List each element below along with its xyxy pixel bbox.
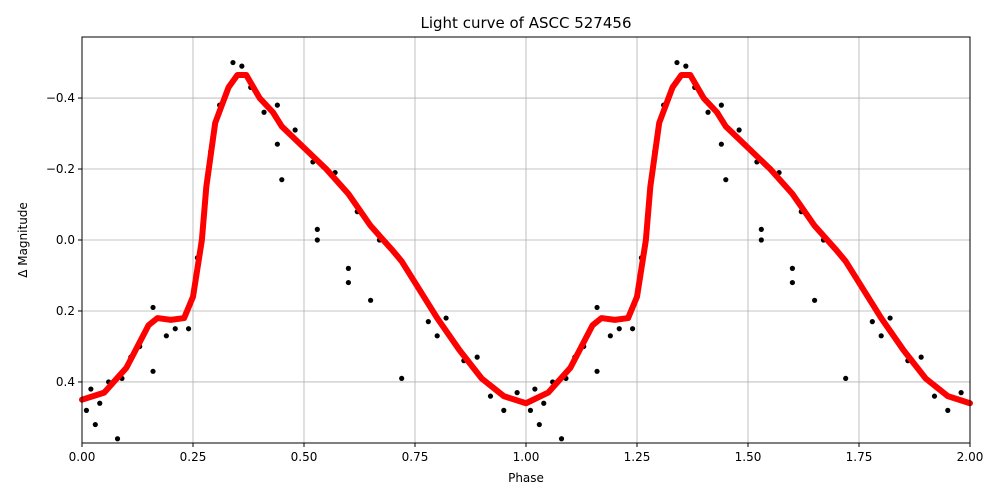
data-point: [83, 407, 90, 413]
data-point: [368, 297, 374, 303]
data-point: [150, 368, 156, 374]
x-tick-label: 1.75: [846, 450, 873, 464]
data-point: [541, 400, 547, 406]
data-point: [723, 177, 729, 183]
data-point: [527, 407, 534, 413]
data-point: [345, 279, 351, 286]
data-point: [607, 333, 613, 339]
data-point: [887, 315, 893, 321]
data-point: [230, 59, 236, 66]
x-tick-label: 0.75: [402, 450, 429, 464]
x-tick-label: 0.00: [69, 450, 96, 464]
data-point: [314, 237, 320, 243]
data-point: [674, 59, 680, 66]
data-point: [594, 304, 600, 311]
data-point: [736, 127, 742, 133]
data-point: [718, 102, 724, 108]
data-point: [274, 102, 280, 108]
data-point: [812, 297, 818, 303]
data-point: [487, 393, 494, 399]
data-point: [532, 386, 538, 392]
data-point: [789, 279, 796, 286]
data-point: [172, 326, 178, 332]
data-point: [869, 319, 875, 325]
fit-curve: [79, 71, 973, 407]
y-tick-label: −0.4: [46, 91, 75, 105]
data-point: [594, 368, 600, 374]
y-tick-label: −0.2: [46, 162, 75, 176]
data-point: [443, 315, 449, 321]
data-point: [185, 326, 192, 332]
data-point: [536, 421, 542, 428]
data-point: [163, 333, 169, 339]
data-point: [931, 393, 938, 399]
data-point: [514, 390, 520, 396]
data-point: [683, 63, 689, 69]
data-point: [114, 436, 121, 442]
y-tick-label: 0.2: [56, 304, 75, 318]
data-point: [558, 436, 565, 442]
data-point: [434, 333, 440, 339]
x-tick-label: 1.50: [735, 450, 762, 464]
data-point: [88, 386, 94, 392]
x-tick-label: 0.50: [291, 450, 318, 464]
data-point: [629, 326, 636, 332]
data-point: [279, 177, 285, 183]
x-axis-label: Phase: [508, 471, 544, 485]
data-point: [501, 407, 507, 413]
data-point: [958, 390, 964, 396]
data-point: [239, 63, 245, 69]
data-point: [474, 354, 480, 360]
data-point: [945, 407, 951, 413]
data-point: [345, 265, 351, 271]
data-point: [758, 226, 764, 232]
x-tick-label: 1.00: [513, 450, 540, 464]
plot-frame: [81, 36, 971, 444]
data-point: [274, 141, 280, 147]
data-point: [399, 375, 405, 382]
data-point: [878, 333, 884, 339]
data-point: [261, 109, 267, 115]
data-point: [758, 237, 764, 243]
data-point: [92, 421, 98, 428]
data-point: [292, 127, 298, 133]
data-point: [789, 265, 796, 271]
chart-title: Light curve of ASCC 527456: [421, 14, 632, 32]
x-tick-label: 2.00: [957, 450, 984, 464]
y-tick-label: 0.0: [56, 233, 75, 247]
data-point: [150, 304, 156, 311]
data-point: [918, 354, 924, 360]
y-axis-label: Δ Magnitude: [16, 202, 30, 278]
data-point: [425, 319, 431, 325]
y-tick-label: 0.4: [56, 375, 75, 389]
data-point: [97, 400, 103, 406]
data-point: [314, 226, 320, 232]
data-point: [843, 375, 849, 382]
data-point: [718, 141, 724, 147]
data-point: [705, 109, 711, 115]
x-tick-label: 0.25: [180, 450, 207, 464]
data-point: [616, 326, 622, 332]
x-tick-label: 1.25: [624, 450, 651, 464]
